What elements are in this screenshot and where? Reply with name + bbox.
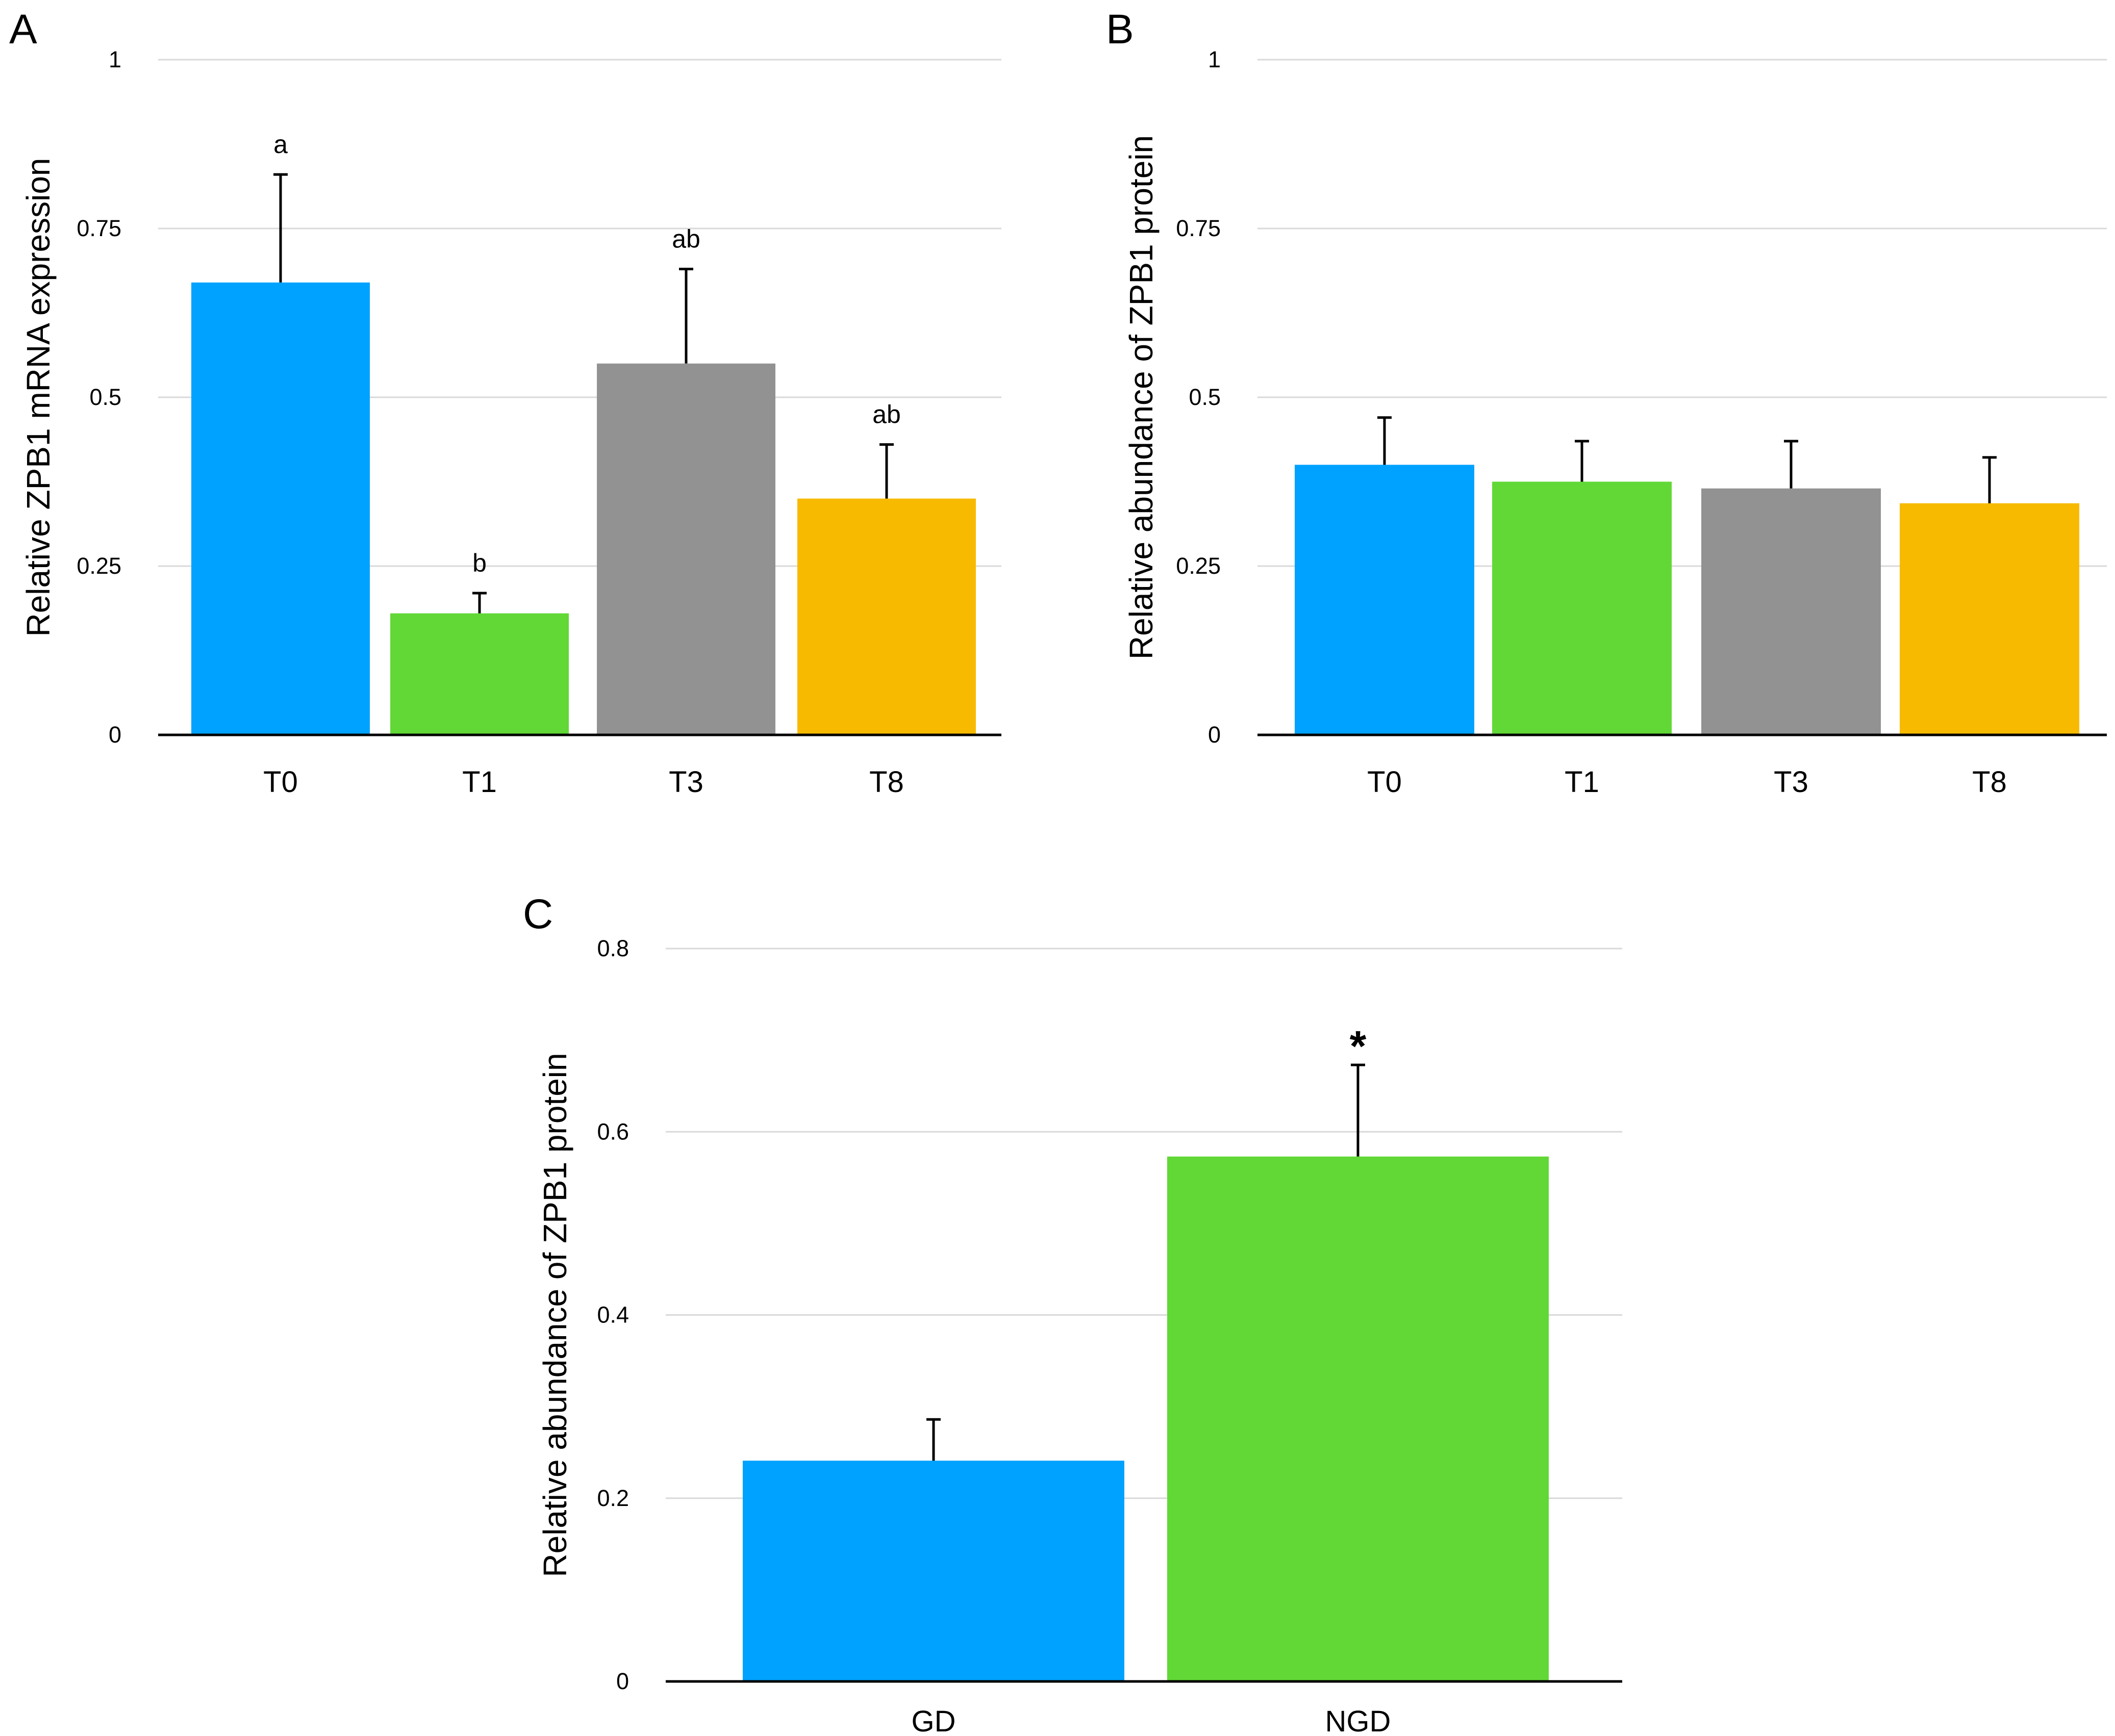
panel-b-category-label: T8 xyxy=(1972,765,2007,799)
panel-b-category-label: T0 xyxy=(1367,765,1402,799)
panel-a-category-label: T1 xyxy=(462,765,497,799)
panel-c-ytick-label: 0.6 xyxy=(597,1118,629,1144)
panel-b-ylabel: Relative abundance of ZPB1 protein xyxy=(1123,135,1160,659)
panel-c-letter: C xyxy=(523,891,553,937)
panel-b-ytick-label: 0.75 xyxy=(1176,215,1221,241)
panel-a-letter: A xyxy=(9,6,37,53)
panel-b-ytick-label: 0.25 xyxy=(1176,553,1221,579)
panel-a-ytick-label: 0.5 xyxy=(89,384,121,410)
panel-a-bar-t0 xyxy=(191,282,370,735)
panel-c-error-bar-ngd xyxy=(1351,1063,1365,1157)
panel-c-ytick-label: 0.4 xyxy=(597,1302,629,1328)
panel-b-letter: B xyxy=(1106,6,1134,53)
panel-a-significance-label: ab xyxy=(872,400,901,429)
panel-b-bar-t1 xyxy=(1492,481,1672,735)
panel-a: A 0 0.25 0.5 0.75 1 Relative ZPB1 mRNA express… xyxy=(9,6,1001,799)
panel-a-bar-t3 xyxy=(597,363,775,735)
panel-b-category-label: T1 xyxy=(1565,765,1599,799)
panel-a-ylabel: Relative ZPB1 mRNA expression xyxy=(20,158,57,636)
panel-c-ylabel: Relative abundance of ZPB1 protein xyxy=(537,1053,573,1577)
panel-a-ytick-label: 0 xyxy=(109,722,121,748)
panel-c-significance-label: * xyxy=(1350,1022,1367,1070)
panel-a-ytick-label: 0.75 xyxy=(77,215,121,241)
panel-a-error-bar-t0 xyxy=(273,173,288,283)
panel-b-ytick-label: 1 xyxy=(1208,46,1221,72)
panel-c-category-label: GD xyxy=(912,1705,956,1736)
panel-c: C 0 0.2 0.4 0.6 0.8 Relative abundance of ZPB1… xyxy=(523,891,1622,1736)
panel-a-error-bar-t8 xyxy=(879,443,894,499)
panel-c-category-label: NGD xyxy=(1325,1705,1391,1736)
panel-b-bar-t0 xyxy=(1295,465,1474,735)
panel-b-ytick-label: 0 xyxy=(1208,722,1221,748)
panel-c-bar-gd xyxy=(743,1461,1124,1681)
panel-b-bar-t8 xyxy=(1900,503,2079,735)
panel-b-ytick-label: 0.5 xyxy=(1189,384,1221,410)
panel-a-significance-label: ab xyxy=(672,224,700,253)
panel-c-ytick-label: 0.8 xyxy=(597,935,629,961)
panel-b-category-label: T3 xyxy=(1774,765,1808,799)
panel-b: B 0 0.25 0.5 0.75 1 Relative abundance of ZPB1… xyxy=(1106,6,2107,799)
panel-a-category-label: T8 xyxy=(869,765,904,799)
panel-c-bar-ngd xyxy=(1167,1156,1549,1681)
panel-b-error-bar-t8 xyxy=(1982,456,1997,503)
panel-b-error-bar-t3 xyxy=(1784,440,1798,489)
panel-a-ytick-label: 0.25 xyxy=(77,553,121,579)
panel-a-error-bar-t1 xyxy=(472,592,487,614)
panel-a-significance-label: a xyxy=(273,130,288,159)
panel-b-error-bar-t1 xyxy=(1575,440,1589,482)
panel-b-bar-t3 xyxy=(1701,488,1881,735)
panel-a-bar-t8 xyxy=(797,498,976,735)
panel-a-category-label: T3 xyxy=(669,765,703,799)
panel-c-error-bar-gd xyxy=(926,1418,941,1461)
panel-a-category-label: T0 xyxy=(263,765,298,799)
panel-c-ytick-label: 0 xyxy=(616,1668,629,1694)
panel-a-bar-t1 xyxy=(390,613,569,735)
panel-a-significance-label: b xyxy=(472,549,487,577)
panel-a-ytick-label: 1 xyxy=(109,46,121,72)
panel-b-error-bar-t0 xyxy=(1377,416,1392,465)
panel-c-ytick-label: 0.2 xyxy=(597,1485,629,1511)
panel-a-error-bar-t3 xyxy=(679,267,693,364)
